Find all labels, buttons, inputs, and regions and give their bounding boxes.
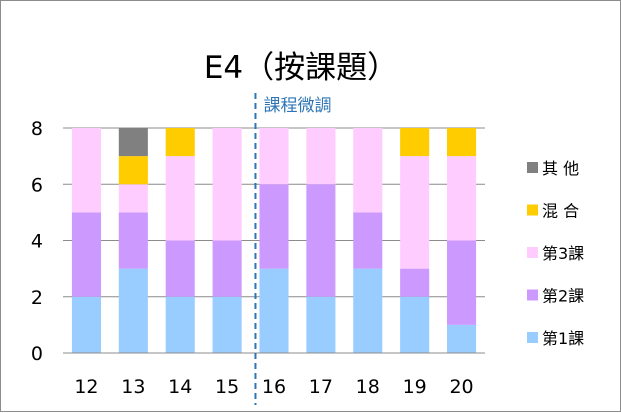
- x-tick-label: 13: [121, 376, 145, 398]
- legend-swatch: [527, 289, 538, 301]
- bar-segment: [353, 268, 383, 353]
- bar-segment: [447, 240, 477, 325]
- bar-segment: [212, 296, 242, 353]
- x-tick-label: 19: [403, 376, 427, 398]
- x-tick-label: 17: [309, 376, 333, 398]
- y-tick-label: 2: [31, 287, 43, 309]
- tick-labels: 0 2 4 6 8 12 13 14 15 16 17 18 19 20: [31, 118, 474, 398]
- bar-segment: [447, 128, 477, 157]
- bar-segment: [259, 128, 289, 185]
- x-tick-label: 12: [74, 376, 98, 398]
- legend-swatch: [527, 247, 538, 258]
- legend-label: 第1課: [542, 329, 584, 348]
- annotation: 課程微調: [254, 93, 331, 405]
- bar-segment: [353, 212, 383, 269]
- legend-label: 混 合: [542, 202, 579, 221]
- legend-label: 其 他: [542, 159, 579, 178]
- bar-segment: [259, 184, 289, 269]
- bar-segment: [118, 184, 148, 213]
- y-tick-label: 8: [31, 118, 43, 140]
- legend-label: 第2課: [542, 287, 584, 306]
- y-tick-label: 0: [31, 343, 43, 365]
- x-tick-label: 18: [356, 376, 380, 398]
- bar-segment: [400, 156, 430, 269]
- bar-segment: [447, 324, 477, 353]
- bar-segment: [71, 296, 101, 353]
- y-tick-label: 4: [31, 231, 43, 253]
- bar-segment: [447, 156, 477, 241]
- legend-label: 第3課: [542, 244, 584, 263]
- bar-segment: [118, 268, 148, 353]
- bar-segment: [400, 128, 430, 157]
- bar-segment: [118, 156, 148, 185]
- bar-segment: [165, 156, 195, 241]
- bar-segment: [306, 184, 336, 297]
- bar-segment: [165, 128, 195, 157]
- annotation-label: 課程微調: [263, 96, 331, 116]
- y-tick-label: 6: [31, 174, 43, 196]
- legend-swatch: [527, 162, 538, 173]
- bar-segment: [400, 296, 430, 353]
- bar-segment: [212, 128, 242, 241]
- bar-segment: [306, 296, 336, 353]
- bar-segment: [118, 128, 148, 157]
- legend-swatch: [527, 332, 538, 343]
- bar-segment: [165, 296, 195, 353]
- x-tick-label: 20: [449, 376, 473, 398]
- bar-segment: [212, 240, 242, 297]
- x-tick-label: 16: [262, 376, 286, 398]
- bar-segment: [71, 128, 101, 213]
- bar-segment: [353, 128, 383, 213]
- legend-swatch: [527, 204, 538, 216]
- bar-segment: [165, 240, 195, 297]
- bars: [71, 128, 477, 353]
- bar-segment: [118, 212, 148, 269]
- chart-title: E4（按課題）: [204, 50, 398, 86]
- x-tick-label: 14: [168, 376, 192, 398]
- bar-segment: [400, 268, 430, 297]
- bar-segment: [71, 212, 101, 297]
- bar-segment: [306, 128, 336, 185]
- bar-segment: [259, 268, 289, 353]
- x-tick-label: 15: [215, 376, 239, 398]
